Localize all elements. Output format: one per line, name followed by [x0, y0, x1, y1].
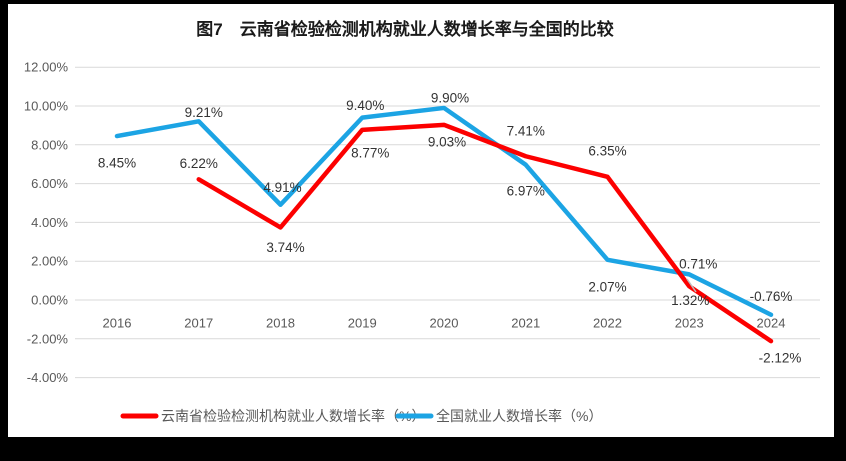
x-tick-label: 2018 — [266, 316, 295, 331]
y-tick-label: 0.00% — [31, 293, 68, 308]
y-tick-label: 12.00% — [24, 60, 69, 75]
data-label: 6.22% — [180, 156, 218, 171]
data-label: -0.76% — [750, 289, 793, 304]
x-tick-label: 2024 — [757, 316, 786, 331]
legend: 云南省检验检测机构就业人数增长率（%） 全国就业人数增长率（%） — [120, 408, 602, 424]
data-labels-layer: 6.22% 3.74% 8.77% 9.03% 7.41% 6.35% 0.71% -2.12… — [98, 90, 802, 365]
x-tick-label: 2021 — [511, 316, 540, 331]
y-tick-label: 8.00% — [31, 137, 68, 152]
x-tick-label: 2020 — [430, 316, 459, 331]
data-label: 8.45% — [98, 156, 136, 171]
y-tick-label: -2.00% — [27, 331, 69, 346]
y-tick-label: 10.00% — [24, 99, 69, 114]
data-label: 6.35% — [588, 143, 626, 158]
legend-label-national: 全国就业人数增长率（%） — [436, 408, 602, 424]
series-line-yunnan — [196, 122, 774, 344]
x-tick-label: 2022 — [593, 316, 622, 331]
x-tick-label: 2017 — [184, 316, 213, 331]
series-line-national — [114, 105, 774, 317]
x-tick-label: 2023 — [675, 316, 704, 331]
data-label: 3.74% — [266, 240, 304, 255]
x-tick-label: 2019 — [348, 316, 377, 331]
x-tick-label: 2016 — [103, 316, 132, 331]
data-label-leader-line — [686, 278, 697, 293]
chart-background — [8, 4, 834, 437]
data-label: -2.12% — [759, 351, 802, 366]
data-label: 9.40% — [346, 98, 384, 113]
y-tick-label: -4.00% — [27, 370, 69, 385]
y-tick-label: 2.00% — [31, 254, 68, 269]
axis-labels-layer: 12.00% 10.00% 8.00% 6.00% 4.00% 2.00% 0.00% -2.… — [24, 60, 786, 385]
legend-label-yunnan: 云南省检验检测机构就业人数增长率（%） — [161, 408, 425, 424]
data-label: 9.03% — [428, 134, 466, 149]
y-tick-label: 6.00% — [31, 176, 68, 191]
data-label: 7.41% — [507, 124, 545, 139]
gridlines-layer — [75, 66, 820, 379]
data-label: 9.21% — [185, 105, 223, 120]
data-label: 1.32% — [671, 293, 709, 308]
data-label: 4.91% — [263, 180, 301, 195]
y-tick-label: 4.00% — [31, 215, 68, 230]
series-lines-layer — [114, 105, 774, 344]
chart-title: 图7 云南省检验检测机构就业人数增长率与全国的比较 — [196, 19, 613, 39]
data-label: 6.97% — [507, 183, 545, 198]
data-label: 9.90% — [431, 90, 469, 105]
data-label: 2.07% — [588, 279, 626, 294]
data-label: 8.77% — [351, 145, 389, 160]
data-label: 0.71% — [679, 257, 717, 272]
